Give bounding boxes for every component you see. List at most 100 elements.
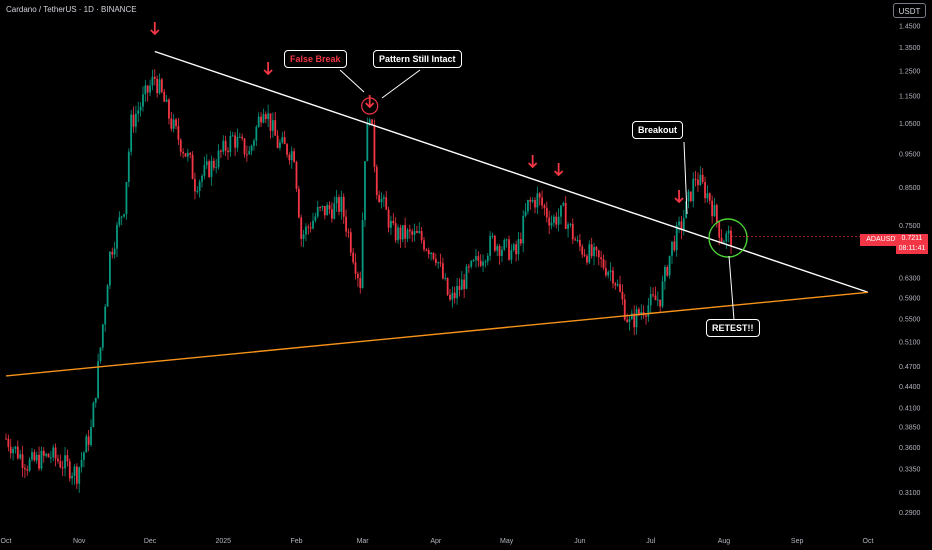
candle-body	[116, 224, 118, 249]
candle-body	[708, 193, 711, 201]
candle-body	[446, 277, 449, 295]
candle-body	[111, 251, 114, 255]
candle-body	[711, 200, 714, 217]
candle-body	[699, 174, 702, 186]
candle-body	[9, 446, 12, 454]
candle-body	[26, 469, 29, 471]
candle-body	[307, 226, 310, 228]
candle-body	[352, 252, 355, 263]
y-tick-label: 1.2500	[899, 68, 921, 75]
candle-body	[49, 457, 52, 459]
candle-body	[418, 231, 421, 233]
candle-body	[491, 235, 494, 237]
last-price-box: 0.7211 08:11:41	[896, 234, 928, 254]
candle-body	[314, 216, 317, 221]
arrow-down-icon	[674, 190, 684, 204]
x-tick-label: Dec	[144, 538, 157, 545]
candle-body	[132, 114, 135, 127]
candle-body	[548, 217, 551, 226]
candle-body	[305, 226, 307, 235]
y-tick-label: 0.3600	[899, 445, 921, 452]
candle-body	[359, 278, 362, 288]
x-tick-label: Feb	[290, 538, 302, 545]
candle-body	[321, 205, 324, 208]
candle-body	[87, 436, 90, 445]
candle-body	[715, 205, 718, 223]
candle-body	[522, 215, 525, 244]
candle-body	[302, 234, 305, 239]
candle-body	[113, 248, 116, 255]
candle-body	[364, 161, 366, 221]
candle-body	[697, 179, 699, 186]
candle-body	[227, 150, 229, 153]
arrow-down-icon	[365, 95, 375, 109]
x-tick-label: Oct	[1, 538, 12, 545]
candle-body	[160, 79, 163, 92]
candle-body	[345, 216, 347, 232]
candle-body	[78, 467, 81, 484]
currency-unit-button[interactable]: USDT	[893, 3, 926, 18]
candle-body	[718, 222, 721, 238]
bar-countdown: 08:11:41	[898, 245, 926, 252]
candle-body	[5, 438, 7, 440]
candle-body	[250, 145, 253, 151]
candle-body	[222, 140, 225, 152]
candle-body	[645, 315, 647, 317]
candle-body	[319, 207, 321, 209]
candle-body	[626, 319, 629, 322]
candle-body	[439, 262, 442, 264]
candle-body	[338, 197, 340, 212]
candle-body	[54, 447, 57, 459]
candle-body	[156, 78, 159, 94]
candle-body	[578, 240, 581, 247]
candle-body	[241, 136, 244, 139]
candle-body	[534, 200, 536, 208]
candle-body	[569, 223, 572, 225]
candle-body	[371, 119, 373, 125]
candle-body	[512, 244, 515, 251]
candle-body	[94, 397, 97, 403]
candle-body	[172, 119, 175, 129]
candle-body	[661, 281, 664, 307]
retest-callout: RETEST!!	[706, 319, 760, 337]
candle-body	[482, 261, 484, 266]
candle-body	[517, 239, 520, 255]
candle-body	[560, 205, 562, 217]
candle-body	[723, 241, 725, 243]
candle-body	[638, 309, 640, 315]
candle-body	[220, 150, 222, 152]
candle-body	[40, 450, 43, 469]
candle-body	[42, 450, 45, 456]
candle-body	[165, 99, 168, 102]
candle-body	[83, 452, 85, 460]
candle-body	[727, 230, 730, 234]
candle-body	[234, 135, 236, 148]
candle-body	[685, 201, 688, 219]
false-break-circle	[361, 97, 379, 115]
candle-body	[413, 231, 416, 235]
candle-body	[493, 235, 496, 251]
candle-body	[38, 454, 40, 469]
candle-body	[123, 214, 125, 217]
candle-body	[35, 454, 38, 461]
candle-body	[354, 262, 357, 274]
candle-body	[387, 209, 390, 228]
candle-body	[619, 284, 621, 292]
candle-body	[706, 193, 709, 199]
candle-body	[607, 271, 610, 276]
candle-body	[600, 257, 603, 260]
candle-body	[590, 244, 593, 257]
candle-body	[588, 244, 591, 263]
candle-body	[57, 458, 59, 462]
candle-body	[45, 453, 48, 456]
candle-body	[293, 151, 296, 163]
candle-body	[118, 217, 121, 225]
candle-body	[12, 448, 14, 454]
candle-body	[194, 179, 196, 192]
candle-body	[80, 459, 83, 468]
y-tick-label: 0.3850	[899, 424, 921, 431]
candle-body	[288, 154, 291, 161]
candle-body	[477, 256, 480, 261]
candle-body	[725, 233, 728, 242]
